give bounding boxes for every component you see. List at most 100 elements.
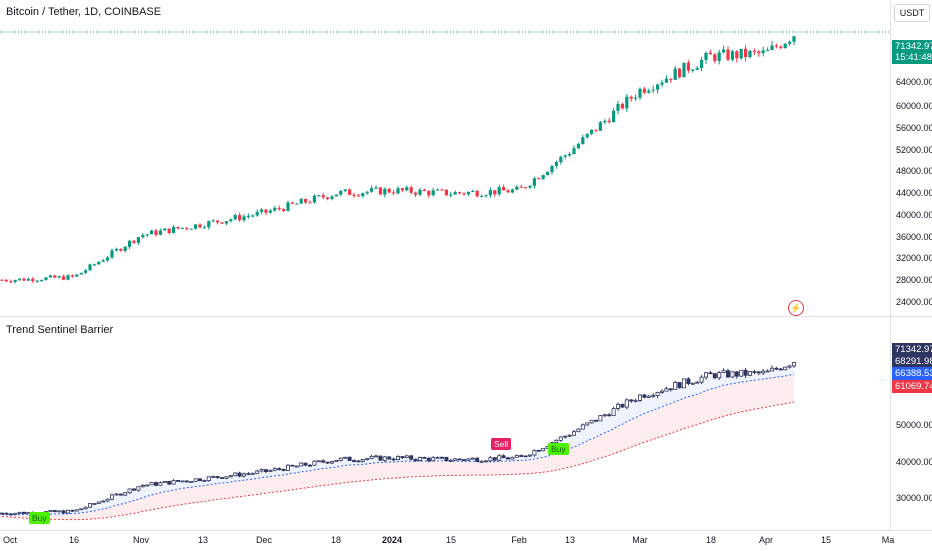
indicator-candle [638,394,643,403]
price-candle [673,65,677,80]
indicator-candle [633,398,638,403]
indicator-candle [501,454,506,459]
price-candle [612,107,616,123]
price-candle [158,228,162,236]
price-candle [761,46,765,57]
price-candle [541,174,545,180]
indicator-candle [422,456,427,459]
price-candle [585,133,589,139]
indicator-candle [567,434,572,438]
price-candle [92,263,96,267]
indicator-candle [303,462,308,467]
indicator-candle [149,482,154,486]
indicator-candle [461,459,466,462]
price-candle [53,274,57,278]
indicator-candle [660,389,665,395]
price-candle [242,214,246,222]
indicator-tick-label: 50000.00 [896,420,932,430]
indicator-candle [57,510,62,513]
indicator-candle [145,484,150,487]
indicator-candle [655,391,660,398]
price-candle [180,227,184,230]
price-candle [321,192,325,199]
price-candle [185,227,189,231]
price-candle [348,188,352,195]
price-candle [431,187,435,197]
ind-red-tag: 61069.74 [892,380,932,393]
price-candle [449,191,453,198]
price-candle [576,142,580,149]
indicator-candle [717,370,722,380]
indicator-candle [629,398,634,403]
indicator-candle [787,365,792,369]
price-candle [678,67,682,79]
indicator-candle [281,468,286,472]
indicator-candle [211,475,216,478]
price-candle [273,205,277,212]
time-axis[interactable] [0,530,932,551]
indicator-candle [721,368,726,374]
last-price-value: 71342.97 [895,41,932,52]
price-candle [154,228,158,237]
price-candle [418,188,422,197]
price-candle [480,194,484,198]
indicator-candle [233,472,238,477]
price-candle [444,189,448,197]
indicator-candle [483,460,488,463]
indicator-candle [409,454,414,461]
main-price-pane[interactable] [0,0,890,316]
indicator-pane[interactable] [0,0,890,530]
time-tick-label: 15 [820,535,832,545]
price-candle [462,192,466,196]
indicator-candle [316,460,321,463]
time-tick-label: 15 [445,535,457,545]
ind-blue-tag: 66388.53 [892,367,932,380]
lightning-icon[interactable]: ⚡ [788,300,804,316]
time-tick-label: 2024 [381,535,403,545]
indicator-title: Trend Sentinel Barrier [6,324,114,336]
price-candle [251,214,255,218]
indicator-candle [237,471,242,478]
indicator-candle [624,398,629,410]
price-candle [436,188,440,191]
indicator-candle [778,367,783,371]
indicator-candle [620,403,625,409]
pane-divider[interactable] [0,316,932,317]
indicator-candle [783,366,788,371]
price-candle [638,87,642,101]
indicator-candle [241,472,246,478]
price-candle [13,279,17,284]
price-candle [598,121,602,131]
indicator-candle [734,370,739,379]
price-candle [651,85,655,94]
indicator-candle [664,386,669,392]
indicator-candle [770,365,775,372]
price-candle [378,186,382,195]
indicator-candle [756,371,761,376]
price-candle [484,194,488,198]
price-candle [625,94,629,112]
price-candle [568,151,572,157]
price-candle [686,60,690,74]
price-candle [216,220,220,225]
price-candle [387,187,391,194]
price-candle [546,171,550,176]
price-candle [713,52,717,64]
price-candle [537,177,541,180]
indicator-candle [761,368,766,375]
indicator-candle [417,456,422,462]
indicator-candle [158,481,163,486]
indicator-candle [228,475,233,478]
price-candle [422,188,426,192]
price-candle [475,189,479,198]
price-candle [334,194,338,197]
indicator-candle [189,481,194,483]
price-candle [550,164,554,175]
indicator-candle [17,511,22,514]
price-candle [106,255,110,263]
indicator-candle [642,393,647,399]
currency-button[interactable]: USDT [894,4,930,22]
price-candle [277,205,281,212]
price-axis[interactable] [890,0,932,530]
